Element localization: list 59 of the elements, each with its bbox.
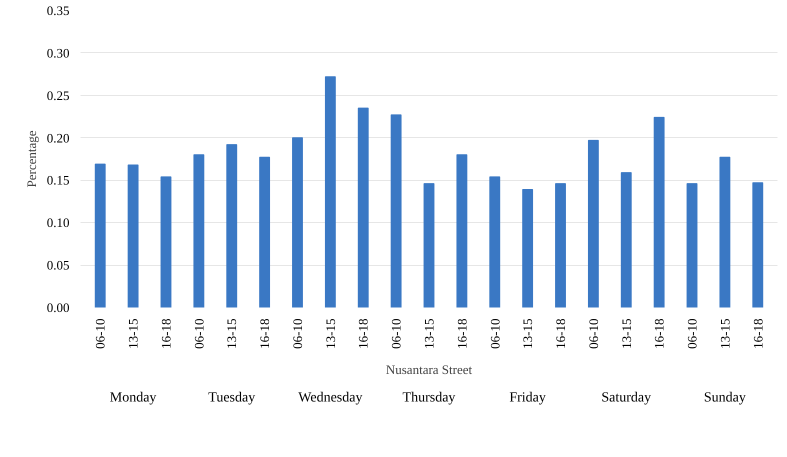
x-tick-label: 16-18 [454,318,470,349]
x-tick-label: 13-15 [717,318,732,349]
bar [324,76,336,308]
x-tick-label: 13-15 [520,318,536,349]
y-tick-label: 0.20 [46,130,70,146]
x-tick-label: 06-10 [290,318,305,349]
x-tick-label: 13-15 [126,318,141,349]
text: Monday [110,390,156,406]
bar [424,183,434,308]
y-tick-label: 0.35 [46,3,70,18]
text: Wednesday [298,390,362,406]
y-tick-label: 0.00 [46,300,70,315]
x-tick-label: 13-15 [322,318,338,349]
x-tick-label: 06-10 [191,318,206,349]
y-tick-label: 0.05 [46,258,70,273]
bar [456,154,468,308]
x-tick-label: 16-18 [750,318,766,349]
bar [259,156,270,308]
bar [555,183,566,308]
x-tick-label: 16-18 [158,318,174,349]
x-tick-label: 06-10 [586,318,601,349]
x-tick-label: 06-10 [388,318,404,349]
text: Friday [509,390,546,406]
text: Sunday [704,390,746,406]
bar [193,154,204,308]
bar [128,164,139,308]
bar [719,156,730,308]
bar [654,116,665,308]
bar [588,140,599,308]
x-tick-label: 13-15 [224,318,240,349]
y-tick-label: 0.30 [46,45,70,60]
bar [620,172,632,308]
bar [160,176,172,308]
text: Saturday [601,390,652,406]
y-tick-label: 0.25 [46,88,70,103]
x-tick-label: 16-18 [652,318,667,349]
y-tick-label: 0.15 [46,172,70,188]
bar [226,144,238,308]
bar [522,189,534,308]
x-tick-label: 13-15 [618,318,634,349]
bar [292,137,303,308]
x-tick-label: 06-10 [92,318,108,349]
bar [752,182,764,308]
bar [390,114,402,308]
x-tick-label: 16-18 [356,318,371,349]
x-tick-label: 16-18 [553,318,568,349]
y-tick-label: 0.10 [46,215,70,230]
y-axis-title: Percentage [24,130,39,188]
bar [94,164,106,308]
bar [489,176,500,308]
text: Tuesday [208,390,256,406]
bar [686,183,698,308]
bar [358,108,369,308]
text: Thursday [402,390,456,406]
x-tick-label: 16-18 [257,318,272,349]
x-axis-title: Nusantara Street [386,362,473,377]
x-tick-label: 06-10 [684,318,700,349]
x-tick-label: 06-10 [487,318,502,349]
x-tick-label: 13-15 [422,318,436,349]
